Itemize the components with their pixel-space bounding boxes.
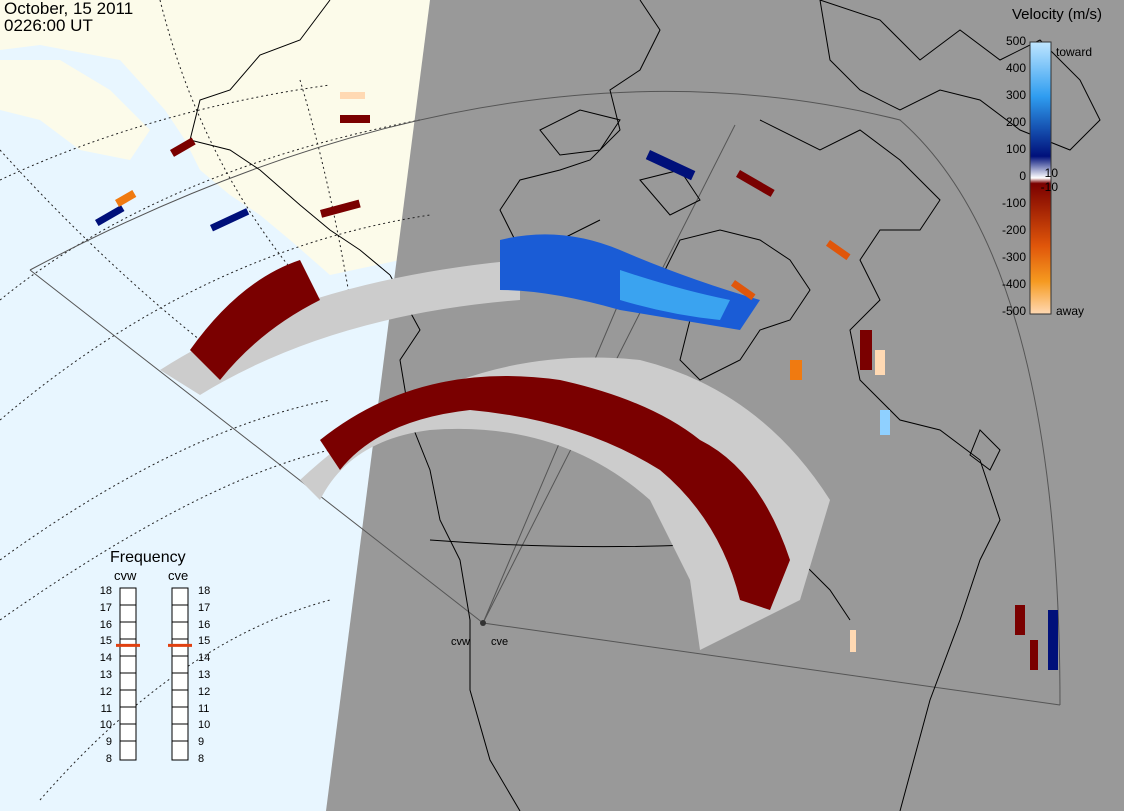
frequency-level-right: 10 <box>198 719 211 732</box>
ground-scatter <box>160 260 830 650</box>
frequency-level-right: 15 <box>198 635 211 648</box>
graticule <box>0 0 431 801</box>
frequency-level-right: 12 <box>198 685 211 698</box>
velocity-tick-label: 100 <box>1005 142 1026 156</box>
site-label-cve: cve <box>491 636 509 648</box>
scatter-away <box>170 115 1038 670</box>
velocity-colorbar <box>1029 41 1052 315</box>
velocity-tick-label: 0 <box>1019 169 1026 183</box>
time-label: 0226:00 UT <box>4 16 93 35</box>
velocity-tick-label: -300 <box>1001 250 1026 264</box>
scatter-toward <box>95 149 1058 670</box>
frequency-level-right: 8 <box>198 753 205 765</box>
velocity-tick-label: -500 <box>1001 304 1026 318</box>
radar-site-marker <box>480 620 486 626</box>
velocity-tick-label: -400 <box>1001 277 1026 291</box>
day-land-alaska <box>0 0 430 275</box>
frequency-level-right: 11 <box>198 702 210 715</box>
velocity-tick-label: -100 <box>1001 196 1026 210</box>
frequency-level-left: 12 <box>99 685 112 698</box>
velocity-tick-label: 400 <box>1005 61 1026 75</box>
frequency-level-left: 13 <box>99 669 112 681</box>
velocity-tick-label: -10 <box>1040 180 1058 194</box>
radar-label-cvw: cvw <box>114 568 137 583</box>
velocity-tick-label: -200 <box>1001 223 1026 237</box>
frequency-boxes <box>119 587 189 761</box>
velocity-tick-label: 300 <box>1005 88 1026 102</box>
velocity-tick-label: 200 <box>1005 115 1026 129</box>
frequency-level-right: 18 <box>198 585 211 597</box>
frequency-level-right: 14 <box>198 652 211 665</box>
frequency-level-right: 17 <box>198 601 211 614</box>
radar-label-cve: cve <box>168 568 189 583</box>
frequency-level-left: 8 <box>105 753 112 765</box>
frequency-level-left: 18 <box>99 585 112 597</box>
away-label: away <box>1056 304 1085 318</box>
frequency-level-left: 10 <box>99 719 112 732</box>
scatter-misc <box>115 92 885 652</box>
frequency-title: Frequency <box>110 549 186 566</box>
frequency-level-right: 9 <box>198 736 205 749</box>
velocity-scale-title: Velocity (m/s) <box>1012 6 1103 23</box>
frequency-grid <box>120 604 188 742</box>
frequency-level-right: 13 <box>198 669 211 681</box>
velocity-tick-label: 500 <box>1005 34 1026 48</box>
frequency-level-left: 17 <box>99 601 112 614</box>
frequency-level-right: 16 <box>198 618 211 631</box>
date-label: October, 15 2011 <box>4 0 134 18</box>
toward-label: toward <box>1056 45 1093 59</box>
frequency-level-left: 11 <box>100 702 112 715</box>
frequency-level-left: 14 <box>99 652 112 665</box>
velocity-tick-label: 10 <box>1044 166 1058 180</box>
frequency-level-left: 16 <box>99 618 112 631</box>
site-label-cvw: cvw <box>451 636 470 648</box>
frequency-level-left: 15 <box>99 635 112 648</box>
frequency-level-left: 9 <box>105 736 112 749</box>
